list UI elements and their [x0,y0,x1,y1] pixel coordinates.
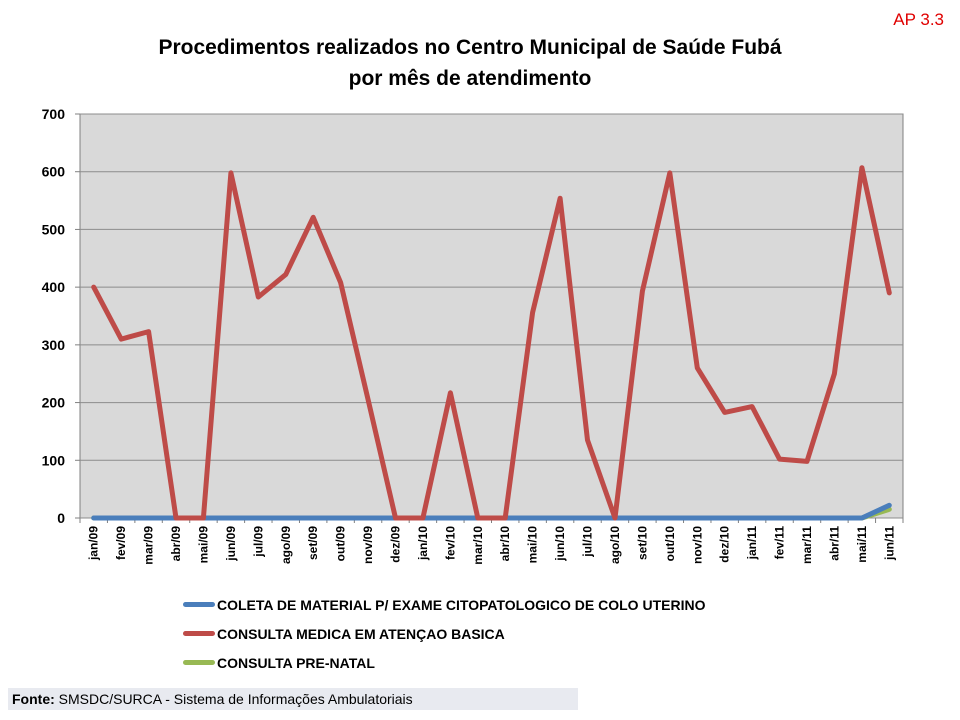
x-tick-label: jul/09 [251,526,265,558]
x-tick-label: set/10 [635,526,649,560]
y-tick-label: 500 [42,221,66,237]
source-label: Fonte: [12,691,55,707]
legend-item: COLETA DE MATERIAL P/ EXAME CITOPATOLOGI… [183,590,705,619]
y-tick-label: 100 [42,452,66,468]
y-tick-label: 400 [42,279,66,295]
x-tick-label: jan/09 [87,526,101,561]
legend: COLETA DE MATERIAL P/ EXAME CITOPATOLOGI… [183,590,705,677]
legend-label: COLETA DE MATERIAL P/ EXAME CITOPATOLOGI… [217,596,706,613]
source-text: SMSDC/SURCA - Sistema de Informações Amb… [54,691,413,707]
region-tag: AP 3.3 [893,10,944,29]
x-tick-label: mar/11 [800,526,814,564]
legend-swatch [183,602,215,607]
chart-title-line2: por mês de atendimento [348,67,592,90]
legend-item: CONSULTA MEDICA EM ATENÇAO BASICA [183,619,705,648]
x-tick-label: mar/09 [142,526,156,565]
x-tick-label: ago/09 [279,526,293,564]
x-tick-label: jan/10 [416,526,430,561]
x-tick-label: jun/10 [553,526,567,562]
legend-label: CONSULTA MEDICA EM ATENÇAO BASICA [217,625,505,642]
legend-item: CONSULTA PRE-NATAL [183,648,705,677]
x-tick-label: jun/11 [882,526,896,561]
chart-title-line1: Procedimentos realizados no Centro Munic… [158,36,782,59]
legend-label: CONSULTA PRE-NATAL [217,654,375,671]
x-tick-label: out/10 [663,526,677,562]
x-tick-label: abr/10 [498,526,512,562]
x-tick-label: ago/10 [608,526,622,564]
y-tick-label: 0 [57,510,65,526]
x-tick-label: out/09 [334,526,348,562]
x-tick-label: mar/10 [471,526,485,565]
legend-swatch [183,660,215,665]
y-tick-label: 600 [42,164,66,180]
x-tick-label: abr/09 [169,526,183,562]
series-line-2 [91,165,892,521]
y-tick-label: 300 [42,337,66,353]
x-tick-label: nov/10 [690,526,704,564]
line-chart: 0 100 200 300 400 500 600 700 jan/09 fev/09 mar/0… [42,106,904,565]
x-tick-label: mai/09 [196,526,210,564]
x-tick-label: set/09 [306,526,320,560]
x-tick-label: fev/09 [114,526,128,560]
source-note: Fonte: SMSDC/SURCA - Sistema de Informaç… [8,688,578,710]
x-tick-label: nov/09 [361,526,375,564]
x-tick-label: jun/09 [224,526,238,562]
x-tick-label: dez/10 [718,526,732,563]
x-tick-label: dez/09 [388,526,402,563]
x-tick-label: jul/10 [581,526,595,558]
x-tick-label: fev/11 [773,526,787,560]
x-tick-label: jan/11 [745,526,759,561]
legend-swatch [183,631,215,636]
x-tick-label: mai/10 [526,526,540,564]
x-tick-label: mai/11 [855,526,869,563]
x-tick-label: fev/10 [443,526,457,560]
y-tick-label: 200 [42,395,66,411]
x-tick-label: abr/11 [827,526,841,561]
y-tick-label: 700 [42,106,66,122]
chart-title: Procedimentos realizados no Centro Munic… [0,32,940,94]
